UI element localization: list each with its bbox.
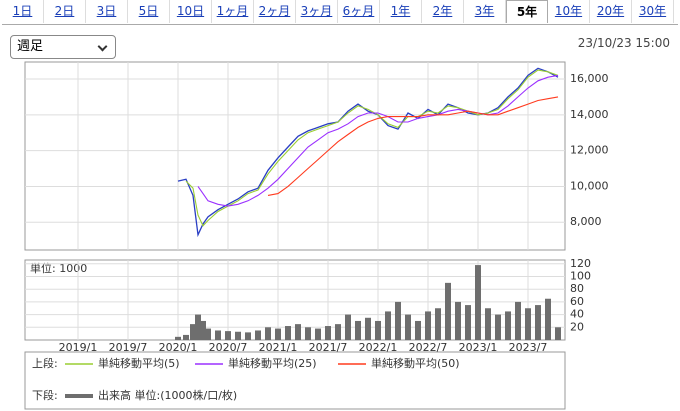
period-tab[interactable]: 2年 <box>422 0 464 23</box>
legend-label: 単純移動平均(50) <box>371 356 460 370</box>
volume-bar <box>515 301 521 340</box>
volume-bar <box>175 336 181 340</box>
price-line <box>185 69 559 227</box>
x-tick-label: 2021/1 <box>259 341 298 354</box>
volume-bar <box>225 331 231 340</box>
timestamp: 23/10/23 15:00 <box>577 36 670 50</box>
x-tick-label: 2023/7 <box>509 341 548 354</box>
y-tick-label: 10,000 <box>570 179 609 192</box>
period-tab[interactable]: 6ヶ月 <box>338 0 380 23</box>
volume-bar <box>255 330 261 340</box>
volume-bar <box>355 320 361 340</box>
volume-bar <box>525 308 531 340</box>
volume-bar <box>295 324 301 340</box>
volume-bar <box>435 308 441 340</box>
volume-unit: 単位: 1000 <box>30 261 87 275</box>
volume-bar <box>205 328 211 340</box>
period-tab[interactable]: 5日 <box>128 0 170 23</box>
y-tick-label: 14,000 <box>570 108 609 121</box>
tab-bar: 1日 2日 3日 5日 10日 1ヶ月 2ヶ月 3ヶ月 6ヶ月 1年 2年 3年 5年 10年 20年 30年 <box>2 0 678 25</box>
volume-bar <box>245 332 251 340</box>
volume-bar <box>375 320 381 340</box>
period-tab[interactable]: 3日 <box>86 0 128 23</box>
volume-bar <box>345 314 351 340</box>
price-line <box>267 96 559 196</box>
volume-bar <box>475 265 481 340</box>
period-tab[interactable]: 1ヶ月 <box>212 0 254 23</box>
volume-bar <box>415 320 421 340</box>
y-tick-label: 120 <box>570 257 591 270</box>
x-tick-label: 2019/7 <box>109 341 148 354</box>
volume-bar <box>183 334 189 340</box>
volume-bar <box>265 327 271 340</box>
x-tick-label: 2020/7 <box>209 341 248 354</box>
y-tick-label: 100 <box>570 270 591 283</box>
volume-bar <box>455 301 461 340</box>
y-tick-label: 8,000 <box>570 215 602 228</box>
legend-label: 単純移動平均(25) <box>228 356 317 370</box>
y-tick-label: 40 <box>570 308 584 321</box>
period-tab[interactable]: 10日 <box>170 0 212 23</box>
period-tab[interactable]: 2ヶ月 <box>254 0 296 23</box>
volume-bar <box>315 328 321 340</box>
volume-bar <box>335 324 341 340</box>
volume-bar <box>535 305 541 340</box>
price-line <box>177 67 559 238</box>
volume-bar <box>195 314 201 340</box>
x-tick-label: 2020/1 <box>159 341 198 354</box>
volume-bar <box>445 282 451 340</box>
volume-bar <box>200 320 206 340</box>
legend-label: 出来高 単位:(1000株/口/枚) <box>98 388 237 402</box>
period-tab[interactable]: 3ヶ月 <box>296 0 338 23</box>
period-tab[interactable]: 30年 <box>632 0 674 23</box>
y-tick-label: 80 <box>570 282 584 295</box>
y-tick-label: 16,000 <box>570 72 609 85</box>
volume-bar <box>215 330 221 340</box>
volume-bar <box>235 331 241 340</box>
price-line <box>197 74 559 207</box>
volume-bar <box>405 314 411 340</box>
volume-bar <box>385 311 391 340</box>
period-tab[interactable]: 20年 <box>590 0 632 23</box>
y-tick-label: 60 <box>570 295 584 308</box>
volume-bar <box>275 328 281 340</box>
x-tick-label: 2021/7 <box>309 341 348 354</box>
x-tick-label: 2019/1 <box>59 341 98 354</box>
period-tab[interactable]: 5年 <box>506 0 548 23</box>
volume-bar <box>305 327 311 340</box>
volume-bar <box>325 326 331 340</box>
volume-bar <box>285 326 291 340</box>
volume-bar <box>555 327 561 340</box>
price-frame <box>24 61 566 251</box>
volume-bar <box>190 324 196 340</box>
volume-bar <box>495 314 501 340</box>
x-tick-label: 2023/1 <box>459 341 498 354</box>
period-tab[interactable]: 2日 <box>44 0 86 23</box>
y-tick-label: 20 <box>570 320 584 333</box>
period-tab[interactable]: 1年 <box>380 0 422 23</box>
period-tab[interactable]: 10年 <box>548 0 590 23</box>
period-tab[interactable]: 1日 <box>2 0 44 23</box>
period-dropdown[interactable]: 週足 <box>10 35 116 59</box>
volume-bar <box>365 317 371 340</box>
x-tick-label: 2022/1 <box>359 341 398 354</box>
volume-bar <box>505 311 511 340</box>
volume-bar <box>465 305 471 340</box>
volume-bar <box>545 298 551 340</box>
volume-bar <box>485 308 491 340</box>
legend-frame <box>24 351 566 410</box>
volume-bar <box>395 301 401 340</box>
legend-lower-label: 下段: <box>32 388 58 402</box>
legend-label: 単純移動平均(5) <box>98 356 180 370</box>
period-tab[interactable]: 3年 <box>464 0 506 23</box>
y-tick-label: 12,000 <box>570 144 609 157</box>
x-tick-label: 2022/7 <box>409 341 448 354</box>
legend-upper-label: 上段: <box>32 356 58 370</box>
volume-bar <box>425 311 431 340</box>
